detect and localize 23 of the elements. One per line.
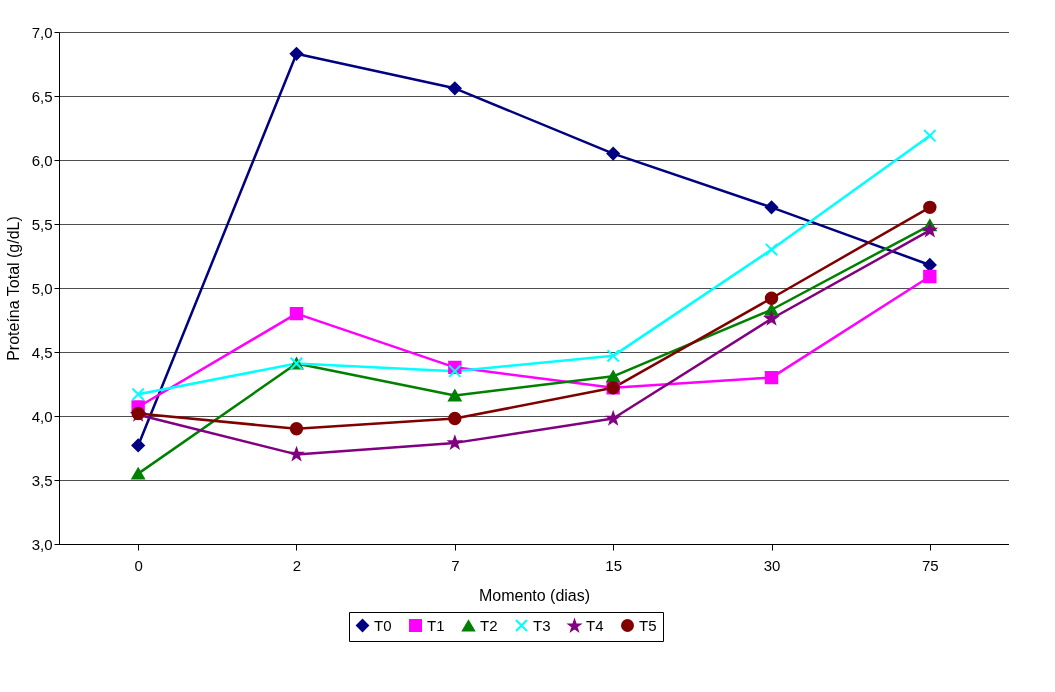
x-axis-title: Momento (dias) <box>478 586 591 604</box>
legend-label: T2 <box>480 616 498 634</box>
legend-label: T1 <box>427 616 445 634</box>
x-tick-label: 15 <box>605 556 623 574</box>
y-axis-title: Proteína Total (g/dL) <box>4 216 22 361</box>
legend-label: T5 <box>639 616 657 634</box>
y-tick-label: 6,0 <box>31 151 53 169</box>
y-tick-label: 4,5 <box>31 343 53 361</box>
y-tick-label: 7,0 <box>31 23 53 41</box>
x-tick-label: 2 <box>292 556 302 574</box>
y-tick-label: 3,5 <box>31 471 53 489</box>
x-tick-label: 30 <box>763 556 781 574</box>
x-tick-label: 75 <box>921 556 939 574</box>
legend-label: T4 <box>586 617 604 635</box>
legend-label: T3 <box>533 616 551 634</box>
y-tick-label: 4,0 <box>31 407 53 425</box>
y-tick-label: 6,5 <box>31 87 53 105</box>
y-tick-label: 5,0 <box>31 279 53 297</box>
x-tick-label: 0 <box>134 556 143 574</box>
legend-label: T0 <box>374 616 392 634</box>
x-tick-label: 7 <box>451 556 460 574</box>
y-tick-label: 3,0 <box>31 535 53 553</box>
y-tick-label: 5,5 <box>31 215 53 233</box>
